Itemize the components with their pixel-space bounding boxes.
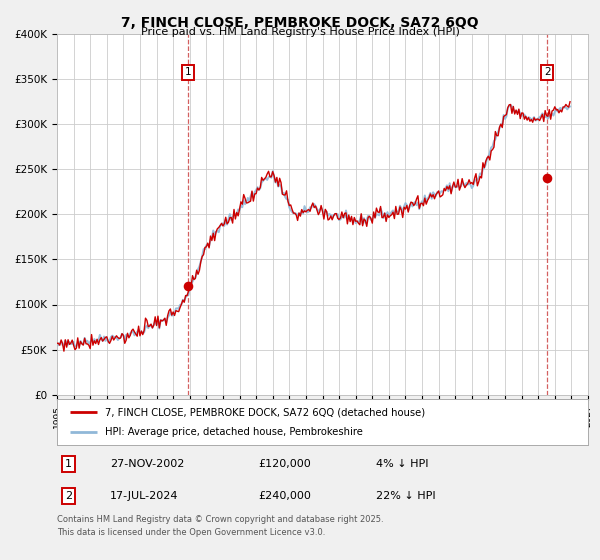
Text: 1: 1 [185,67,191,77]
Text: 1: 1 [65,459,72,469]
Text: HPI: Average price, detached house, Pembrokeshire: HPI: Average price, detached house, Pemb… [105,427,362,437]
Point [184,282,193,291]
Text: Price paid vs. HM Land Registry's House Price Index (HPI): Price paid vs. HM Land Registry's House … [140,27,460,37]
Text: £120,000: £120,000 [259,459,311,469]
Text: £240,000: £240,000 [259,491,311,501]
Text: 22% ↓ HPI: 22% ↓ HPI [376,491,435,501]
Text: 17-JUL-2024: 17-JUL-2024 [110,491,179,501]
Text: Contains HM Land Registry data © Crown copyright and database right 2025.
This d: Contains HM Land Registry data © Crown c… [57,515,383,536]
Point [542,174,552,183]
Text: 27-NOV-2002: 27-NOV-2002 [110,459,184,469]
Text: 2: 2 [544,67,550,77]
Text: 2: 2 [65,491,72,501]
Text: 7, FINCH CLOSE, PEMBROKE DOCK, SA72 6QQ: 7, FINCH CLOSE, PEMBROKE DOCK, SA72 6QQ [121,16,479,30]
Text: 4% ↓ HPI: 4% ↓ HPI [376,459,428,469]
Text: 7, FINCH CLOSE, PEMBROKE DOCK, SA72 6QQ (detached house): 7, FINCH CLOSE, PEMBROKE DOCK, SA72 6QQ … [105,407,425,417]
